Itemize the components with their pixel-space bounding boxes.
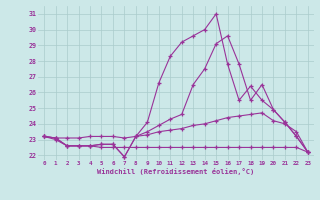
- X-axis label: Windchill (Refroidissement éolien,°C): Windchill (Refroidissement éolien,°C): [97, 168, 255, 175]
